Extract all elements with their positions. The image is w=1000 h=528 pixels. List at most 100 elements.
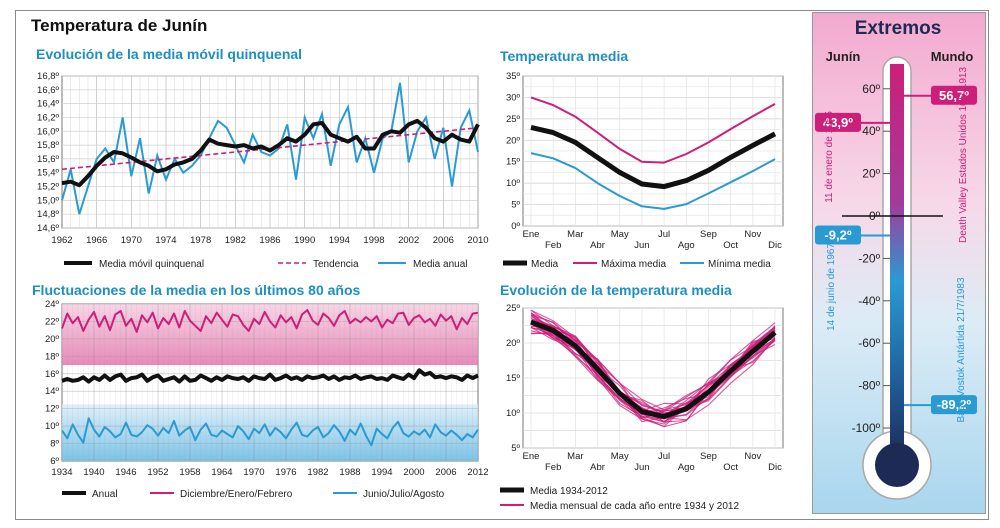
y-tick-label: 22º <box>45 316 60 327</box>
y-tick-label: 15,0º <box>37 195 59 206</box>
legend-label: Diciembre/Enero/Febrero <box>180 489 293 500</box>
scale-label: 40º <box>862 124 880 138</box>
x-tick-label: Mar <box>567 229 583 240</box>
y-tick-label: 15,6º <box>37 154 59 165</box>
x-tick-label: 1978 <box>190 235 211 246</box>
y-tick-label: 16,2º <box>37 112 59 123</box>
x-tick-label: 2012 <box>467 467 488 478</box>
badge-max-mundo-bg <box>931 85 977 105</box>
x-tick-label: Dic <box>768 240 782 251</box>
chart-title-fluctuaciones: Fluctuaciones de la media en los últimos… <box>32 282 361 298</box>
y-tick-label: 14,8º <box>37 209 59 220</box>
x-tick-label: 1964 <box>211 467 232 478</box>
scale-label: -60º <box>858 336 880 350</box>
x-tick-label: 2010 <box>467 235 488 246</box>
series-jun-jul-ago <box>61 417 479 447</box>
series-media-mensual-anual <box>530 320 776 425</box>
x-tick-label: Oct <box>723 462 738 473</box>
y-tick-label: 15,4º <box>37 168 59 179</box>
legend-label: Anual <box>92 489 118 500</box>
y-tick-label: 10º <box>506 408 521 419</box>
x-tick-label: 1946 <box>115 467 136 478</box>
badge-min-mundo: -89,2º <box>937 397 972 412</box>
legend-label: Media anual <box>413 259 467 270</box>
x-tick-label: May <box>611 229 629 240</box>
x-tick-label: 1988 <box>339 467 360 478</box>
y-tick-label: 35º <box>506 71 521 82</box>
x-tick-label: Ene <box>523 451 540 462</box>
place-min-mundo: Base Vostok Antártida 21/7/1983 <box>956 277 967 423</box>
legend-label: Junio/Julio/Agosto <box>363 489 445 500</box>
y-tick-label: 10º <box>506 178 521 189</box>
thermometer-column <box>890 64 904 459</box>
x-tick-label: 1940 <box>83 467 104 478</box>
legend-label: Media 1934-2012 <box>530 486 608 497</box>
date-max-junin: 11 de enero de 1955 <box>824 111 835 203</box>
place-max-mundo: Death Valley Estados Unidos 10/7/1913 <box>958 67 969 243</box>
x-tick-label: 1982 <box>225 235 246 246</box>
y-tick-label: 5º <box>511 200 520 211</box>
chart-title-temperatura-media: Temperatura media <box>500 48 629 64</box>
scale-label: -100º <box>852 421 881 435</box>
x-tick-label: 1986 <box>259 235 280 246</box>
x-tick-label: 2000 <box>403 467 424 478</box>
x-tick-label: 2006 <box>435 467 456 478</box>
y-tick-label: 25º <box>506 303 521 314</box>
x-tick-label: Nov <box>744 451 761 462</box>
legend-label: Máxima media <box>601 259 666 270</box>
x-tick-label: 1934 <box>51 467 72 478</box>
y-tick-label: 10º <box>45 421 60 432</box>
series-media-anual <box>61 82 479 215</box>
y-tick-label: 25º <box>506 114 521 125</box>
scale-label: -80º <box>858 379 880 393</box>
x-tick-label: Jun <box>634 462 649 473</box>
x-tick-label: Jul <box>658 229 670 240</box>
series-media-movil <box>61 118 480 188</box>
series-media <box>530 124 777 190</box>
x-tick-label: Abr <box>590 462 605 473</box>
y-tick-label: 14,6º <box>37 223 59 234</box>
x-tick-label: Feb <box>545 462 561 473</box>
x-tick-label: 1998 <box>363 235 384 246</box>
y-tick-label: 16,0º <box>37 126 59 137</box>
x-tick-label: 1982 <box>307 467 328 478</box>
series-dic-ene-feb <box>61 309 479 333</box>
y-tick-label: 15º <box>506 373 521 384</box>
chart-title-media-movil: Evolución de la media móvil quinquenal <box>36 46 303 62</box>
y-tick-label: 16,8º <box>37 71 59 82</box>
x-tick-label: 1990 <box>294 235 315 246</box>
legend-label: Media <box>531 259 559 270</box>
y-tick-label: 20º <box>45 334 60 345</box>
x-tick-label: 1994 <box>329 235 350 246</box>
x-tick-label: May <box>611 451 629 462</box>
x-tick-label: Abr <box>590 240 605 251</box>
x-tick-label: Nov <box>744 229 761 240</box>
x-tick-label: 1976 <box>275 467 296 478</box>
x-tick-label: 1958 <box>179 467 200 478</box>
y-tick-label: 0º <box>511 221 520 232</box>
scale-label: -40º <box>858 294 880 308</box>
legend-label: Media mensual de cada año entre 1934 y 2… <box>530 501 739 512</box>
x-tick-label: Sep <box>700 229 717 240</box>
x-tick-label: Feb <box>545 240 561 251</box>
y-tick-label: 20º <box>506 338 521 349</box>
legend-label: Media móvil quinquenal <box>99 259 204 270</box>
label-mundo: Mundo <box>931 49 974 64</box>
y-tick-label: 24º <box>45 299 60 310</box>
main-title: Temperatura de Junín <box>31 16 208 35</box>
series-anual <box>61 368 479 384</box>
scale-label: 20º <box>862 167 880 181</box>
label-junin: Junín <box>826 49 861 64</box>
y-tick-label: 8º <box>50 439 59 450</box>
y-tick-label: 16,4º <box>37 99 59 110</box>
y-tick-label: 6º <box>50 456 59 467</box>
x-tick-label: Ene <box>523 229 540 240</box>
thermometer-bulb <box>875 443 919 487</box>
x-tick-label: Jul <box>658 451 670 462</box>
x-tick-label: Oct <box>723 240 738 251</box>
x-tick-label: 1970 <box>121 235 142 246</box>
y-tick-label: 15º <box>506 157 521 168</box>
